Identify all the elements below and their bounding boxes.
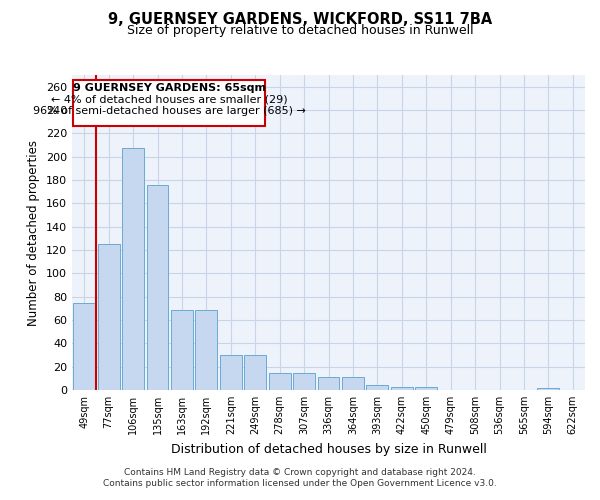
- Bar: [98, 244, 119, 390]
- Bar: [293, 372, 315, 390]
- Bar: [367, 386, 388, 390]
- Bar: [73, 80, 265, 126]
- Bar: [196, 310, 217, 390]
- Text: 9, GUERNSEY GARDENS, WICKFORD, SS11 7BA: 9, GUERNSEY GARDENS, WICKFORD, SS11 7BA: [108, 12, 492, 28]
- Bar: [220, 355, 242, 390]
- Bar: [391, 386, 413, 390]
- Bar: [269, 372, 290, 390]
- Text: ← 4% of detached houses are smaller (29): ← 4% of detached houses are smaller (29): [51, 95, 287, 105]
- Text: Size of property relative to detached houses in Runwell: Size of property relative to detached ho…: [127, 24, 473, 37]
- X-axis label: Distribution of detached houses by size in Runwell: Distribution of detached houses by size …: [170, 442, 487, 456]
- Text: 9 GUERNSEY GARDENS: 65sqm: 9 GUERNSEY GARDENS: 65sqm: [73, 83, 266, 93]
- Text: Contains HM Land Registry data © Crown copyright and database right 2024.
Contai: Contains HM Land Registry data © Crown c…: [103, 468, 497, 487]
- Bar: [122, 148, 144, 390]
- Bar: [73, 302, 95, 390]
- Bar: [171, 310, 193, 390]
- Bar: [244, 355, 266, 390]
- Text: 96% of semi-detached houses are larger (685) →: 96% of semi-detached houses are larger (…: [32, 106, 305, 117]
- Y-axis label: Number of detached properties: Number of detached properties: [28, 140, 40, 326]
- Bar: [146, 184, 169, 390]
- Bar: [342, 377, 364, 390]
- Bar: [415, 386, 437, 390]
- Bar: [538, 388, 559, 390]
- Bar: [317, 377, 340, 390]
